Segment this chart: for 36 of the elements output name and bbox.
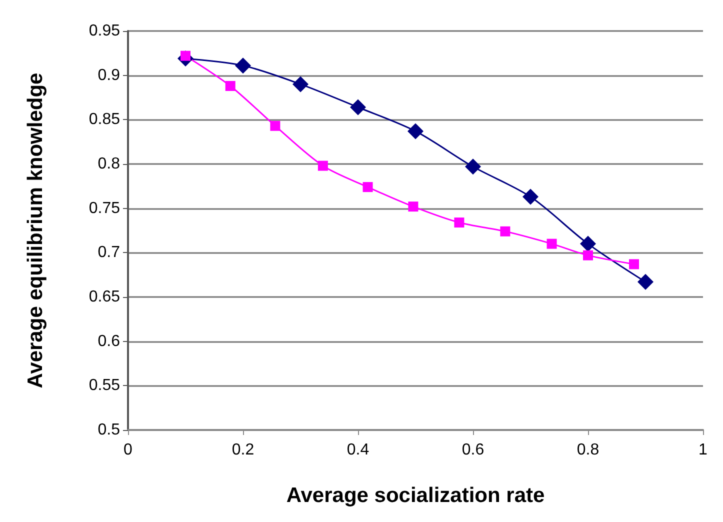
y-axis-title: Average equilibrium knowledge bbox=[24, 72, 47, 388]
point bbox=[580, 236, 596, 252]
x-tick-label: 0 bbox=[124, 442, 133, 458]
point bbox=[270, 120, 280, 131]
x-tick-label: 0.4 bbox=[346, 442, 370, 458]
y-tick-label: 0.8 bbox=[98, 156, 120, 172]
point bbox=[629, 259, 639, 270]
y-tick-label: 0.5 bbox=[98, 422, 120, 438]
point bbox=[225, 80, 236, 91]
point bbox=[318, 160, 328, 171]
point bbox=[408, 123, 424, 140]
point bbox=[500, 226, 510, 236]
y-tick-label: 0.9 bbox=[98, 66, 120, 84]
point bbox=[465, 158, 481, 175]
point bbox=[454, 218, 464, 228]
x-tick-label: 0.2 bbox=[232, 442, 254, 458]
point bbox=[292, 76, 308, 92]
point bbox=[408, 202, 418, 212]
y-tick-label: 0.95 bbox=[88, 22, 120, 40]
point bbox=[638, 274, 654, 290]
point bbox=[235, 58, 251, 74]
x-tick-label: 0.6 bbox=[462, 442, 484, 458]
x-tick-label: 0.8 bbox=[576, 442, 600, 458]
y-tick-label: 0.55 bbox=[88, 377, 120, 394]
y-tick-label: 0.6 bbox=[98, 332, 120, 350]
point bbox=[583, 250, 593, 260]
point bbox=[362, 182, 373, 192]
y-tick-label: 0.75 bbox=[88, 200, 120, 217]
point bbox=[350, 99, 366, 116]
x-tick-label: 1 bbox=[698, 442, 708, 458]
x-axis-title: Average socialization rate bbox=[286, 484, 545, 507]
point bbox=[546, 238, 557, 249]
point bbox=[522, 188, 538, 205]
y-tick-label: 0.7 bbox=[98, 244, 120, 262]
y-tick-label: 0.65 bbox=[88, 288, 120, 306]
y-tick-label: 0.85 bbox=[88, 111, 120, 128]
